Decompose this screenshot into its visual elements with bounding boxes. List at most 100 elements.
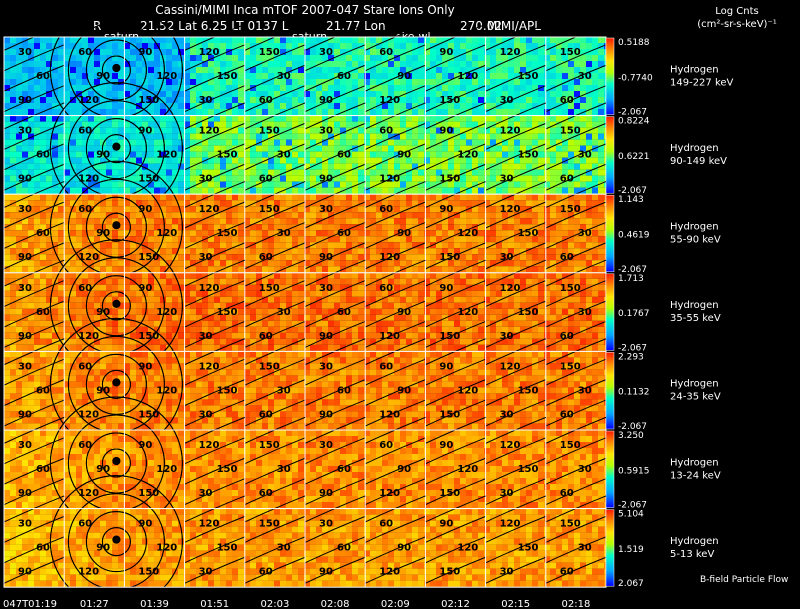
heatmap-cell [334,73,340,79]
heatmap-cell [262,67,268,73]
heatmap-cell [358,187,364,194]
heatmap-cell [376,49,382,55]
heatmap-cell [580,248,586,255]
heatmap-cell [322,103,328,109]
heatmap-cell [148,308,154,315]
heatmap-cell [424,139,430,146]
info-source: MIMI/APL [487,19,541,33]
heatmap-cell [40,224,46,231]
heatmap-cell [340,254,346,261]
heatmap-cell [310,139,316,146]
heatmap-cell [466,97,472,103]
heatmap-cell [214,127,220,134]
heatmap-cell [280,206,286,213]
heatmap-cell [268,266,274,273]
heatmap-cell [400,73,406,79]
heatmap-cell [286,145,292,152]
panel-energy-label: 90-149 keV [670,156,727,167]
heatmap-cell [550,55,556,61]
heatmap-cell [580,121,586,128]
heatmap-cell [10,133,16,140]
heatmap-cell [598,109,604,115]
heatmap-cell [466,133,472,140]
heatmap-cell [544,236,550,243]
heatmap-cell [226,145,232,152]
heatmap-cell [364,109,370,115]
heatmap-cell [280,103,286,109]
heatmap-cell [514,67,520,73]
heatmap-cell [190,115,196,122]
heatmap-cell [46,175,52,182]
heatmap-cell [520,169,526,176]
heatmap-cell [466,248,472,255]
heatmap-cell [598,139,604,146]
heatmap-cell [208,206,214,213]
heatmap-cell [448,230,454,237]
heatmap-cell [118,169,124,176]
heatmap-cell [148,242,154,249]
heatmap-cell [472,187,478,194]
heatmap-cell [466,169,472,176]
heatmap-cell [430,169,436,176]
heatmap-cell [364,181,370,188]
heatmap-cell [436,266,442,273]
heatmap-cell [604,254,606,261]
heatmap-cell [514,97,520,103]
heatmap-cell [316,145,322,152]
heatmap-cell [70,127,76,134]
heatmap-cell [412,230,418,237]
heatmap-cell [196,194,202,201]
heatmap-cell [88,55,94,61]
heatmap-cell [298,139,304,146]
heatmap-cell [544,212,550,219]
contour-label: 90 [397,71,411,82]
heatmap-cell [334,37,340,43]
heatmap-cell [544,230,550,237]
heatmap-cell [148,109,154,115]
heatmap-cell [418,260,424,267]
heatmap-cell [598,260,604,267]
heatmap-cell [22,169,28,176]
heatmap-cell [544,260,550,267]
heatmap-cell [562,91,568,97]
heatmap-cell [208,163,214,170]
heatmap-cell [100,194,106,201]
heatmap-cell [586,254,592,261]
heatmap-cell [154,248,160,255]
heatmap-cell [508,37,514,43]
heatmap-cell [238,37,244,43]
heatmap-cell [178,272,184,279]
heatmap-cell [592,266,598,273]
heatmap-cell [130,200,136,207]
heatmap-cell [202,91,208,97]
heatmap-cell [64,212,70,219]
heatmap-cell [334,206,340,213]
heatmap-cell [16,37,22,43]
heatmap-cell [142,218,148,225]
heatmap-cell [364,151,370,158]
heatmap-cell [466,175,472,182]
heatmap-cell [406,43,412,49]
heatmap-cell [166,254,172,261]
heatmap-cell [334,230,340,237]
heatmap-cell [460,230,466,237]
heatmap-cell [208,91,214,97]
heatmap-cell [148,49,154,55]
heatmap-cell [316,206,322,213]
heatmap-cell [340,218,346,225]
heatmap-cell [244,266,250,273]
heatmap-cell [58,290,64,297]
contour-label: 90 [138,126,152,137]
heatmap-cell [220,115,226,122]
heatmap-cell [166,212,172,219]
heatmap-cell [100,91,106,97]
heatmap-cell [184,43,190,49]
heatmap-cell [94,151,100,158]
heatmap-cell [262,121,268,128]
heatmap-cell [118,73,124,79]
heatmap-cell [172,79,178,85]
heatmap-cell [28,157,34,164]
heatmap-cell [532,127,538,134]
heatmap-cell [394,187,400,194]
heatmap-cell [406,73,412,79]
